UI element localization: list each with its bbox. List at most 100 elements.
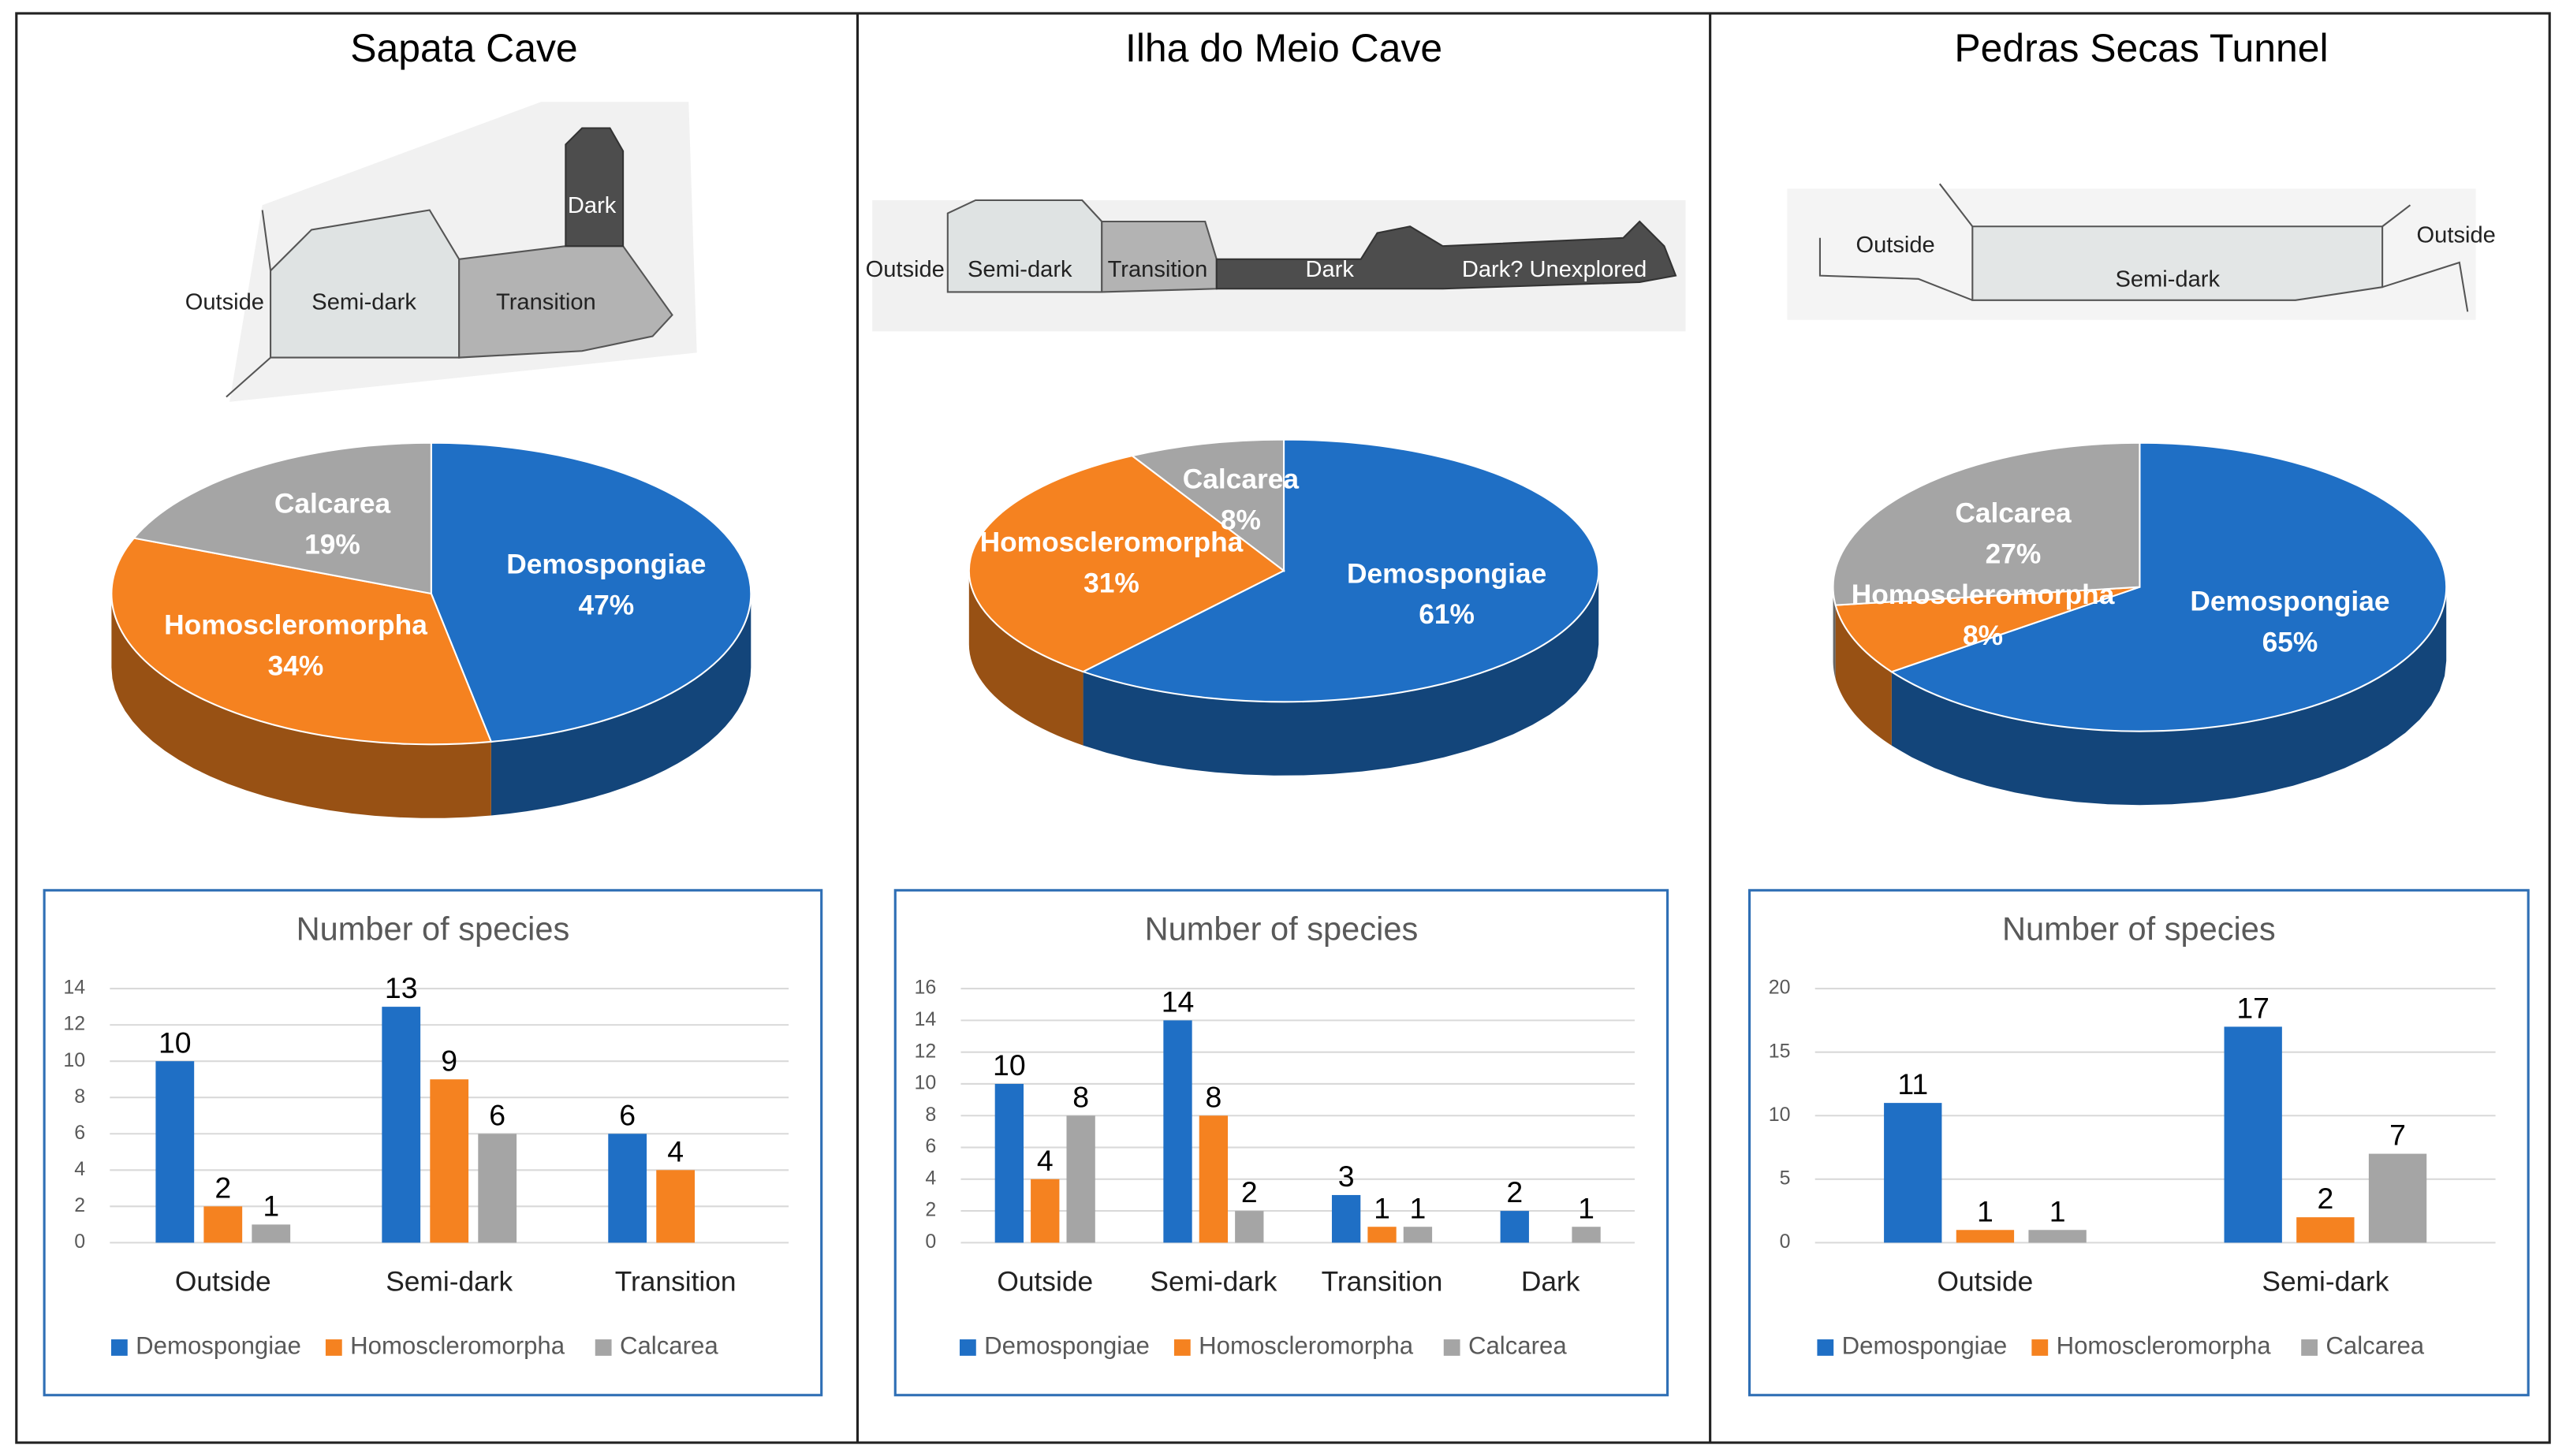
data-label: 6 <box>619 1098 636 1131</box>
pie-value-label: 34% <box>268 650 324 681</box>
y-tick-label: 10 <box>1769 1104 1791 1126</box>
bar <box>2224 1026 2282 1243</box>
panel-title: Ilha do Meio Cave <box>1125 26 1442 70</box>
zone-label: Outside <box>866 257 945 282</box>
x-tick-label: Outside <box>1938 1267 2034 1298</box>
pie-slice <box>1834 586 2140 673</box>
pie-label: Homoscleromorpha <box>980 527 1244 558</box>
pie-label: Calcarea <box>1183 464 1300 495</box>
bar <box>608 1134 647 1243</box>
legend-label: Homoscleromorpha <box>350 1332 565 1360</box>
pie-slice <box>110 537 493 746</box>
y-tick-label: 10 <box>63 1049 85 1071</box>
x-tick-label: Outside <box>997 1267 1093 1298</box>
zone-label: Semi-dark <box>311 290 416 315</box>
zone-label: Outside <box>185 290 264 315</box>
pie-label: Calcarea <box>274 488 391 519</box>
wall <box>2381 261 2469 312</box>
zone-label: Outside <box>1856 233 1934 258</box>
legend-swatch <box>325 1339 342 1356</box>
bar <box>155 1061 195 1243</box>
legend-label: Homoscleromorpha <box>2057 1332 2272 1360</box>
y-tick-label: 6 <box>74 1122 85 1144</box>
data-label: 1 <box>1374 1191 1390 1224</box>
legend-label: Calcarea <box>1468 1332 1567 1360</box>
y-tick-label: 0 <box>925 1231 936 1253</box>
zone-label: Transition <box>496 290 596 315</box>
legend-label: Demospongiae <box>984 1332 1150 1360</box>
zone-label: Dark <box>1306 257 1355 282</box>
wall <box>261 210 272 271</box>
legend-swatch <box>1817 1339 1834 1356</box>
pie-slice <box>1832 441 2141 606</box>
x-tick-label: Semi-dark <box>2262 1267 2389 1298</box>
y-tick-label: 2 <box>74 1194 85 1216</box>
pie-label: Homoscleromorpha <box>1852 579 2115 610</box>
y-tick-label: 5 <box>1780 1167 1791 1189</box>
zone-label: Semi-dark <box>968 257 1072 282</box>
bar <box>1956 1230 2015 1243</box>
data-label: 1 <box>2049 1194 2066 1227</box>
pie-side <box>490 594 752 816</box>
bar <box>382 1007 421 1243</box>
data-label: 17 <box>2236 992 2269 1025</box>
y-tick-label: 4 <box>925 1167 936 1189</box>
y-tick-label: 0 <box>1780 1231 1791 1253</box>
y-tick-label: 4 <box>74 1158 85 1180</box>
wall <box>1818 237 1973 301</box>
wall <box>1938 183 1974 227</box>
data-label: 1 <box>1977 1194 1993 1227</box>
zone-dark <box>1215 220 1677 290</box>
legend-label: Demospongiae <box>136 1332 301 1360</box>
data-label: 2 <box>214 1171 231 1204</box>
legend-label: Homoscleromorpha <box>1199 1332 1414 1360</box>
y-tick-label: 8 <box>74 1085 85 1108</box>
x-tick-label: Semi-dark <box>1150 1267 1277 1298</box>
pie-value-label: 61% <box>1419 599 1475 630</box>
pie-slice <box>132 441 432 595</box>
legend-swatch <box>1173 1339 1191 1356</box>
pie-label: Demospongiae <box>1347 558 1546 589</box>
data-label: 13 <box>385 971 418 1004</box>
data-label: 2 <box>2317 1182 2333 1215</box>
data-label: 14 <box>1162 985 1195 1018</box>
pie-label: Demospongiae <box>2190 586 2389 617</box>
y-tick-label: 6 <box>925 1135 936 1157</box>
chart-title: Number of species <box>1145 910 1419 947</box>
pie-side <box>1083 570 1599 776</box>
bar <box>1572 1227 1601 1243</box>
zone-label: Outside <box>2417 222 2496 248</box>
bar <box>1884 1103 1942 1243</box>
bar <box>1403 1227 1433 1243</box>
y-tick-label: 16 <box>914 977 936 999</box>
pie-slice <box>968 455 1285 673</box>
bar <box>656 1170 696 1243</box>
chart-box <box>1747 888 2530 1397</box>
data-label: 7 <box>2389 1119 2406 1152</box>
zone-dark <box>565 127 625 248</box>
data-label: 2 <box>1241 1175 1258 1208</box>
legend-swatch <box>595 1339 612 1356</box>
pie-slice <box>1080 438 1600 703</box>
legend-swatch <box>2031 1339 2049 1356</box>
y-tick-label: 0 <box>74 1231 85 1253</box>
pie-label: Calcarea <box>1955 498 2072 529</box>
cave-diagram: Outside Semi-dark Transition Dark <box>185 102 697 402</box>
chart-title: Number of species <box>297 910 570 947</box>
y-tick-label: 12 <box>914 1040 936 1062</box>
bar <box>1367 1227 1397 1243</box>
y-tick-label: 2 <box>925 1199 936 1221</box>
pie-slice <box>430 441 752 743</box>
pie-label: Homoscleromorpha <box>164 609 427 640</box>
x-tick-label: Semi-dark <box>386 1267 513 1298</box>
pie-value-label: 8% <box>1221 505 1261 536</box>
cave-diagram: Outside Semi-dark Transition Dark Dark? … <box>866 199 1686 332</box>
pie-side <box>1891 586 2447 806</box>
bar <box>1163 1020 1192 1243</box>
bar <box>1331 1194 1361 1243</box>
chart-title: Number of species <box>2002 910 2276 947</box>
data-label: 8 <box>1205 1080 1221 1113</box>
x-tick-label: Transition <box>1322 1267 1443 1298</box>
bar <box>252 1224 291 1243</box>
legend-swatch <box>2301 1339 2318 1356</box>
